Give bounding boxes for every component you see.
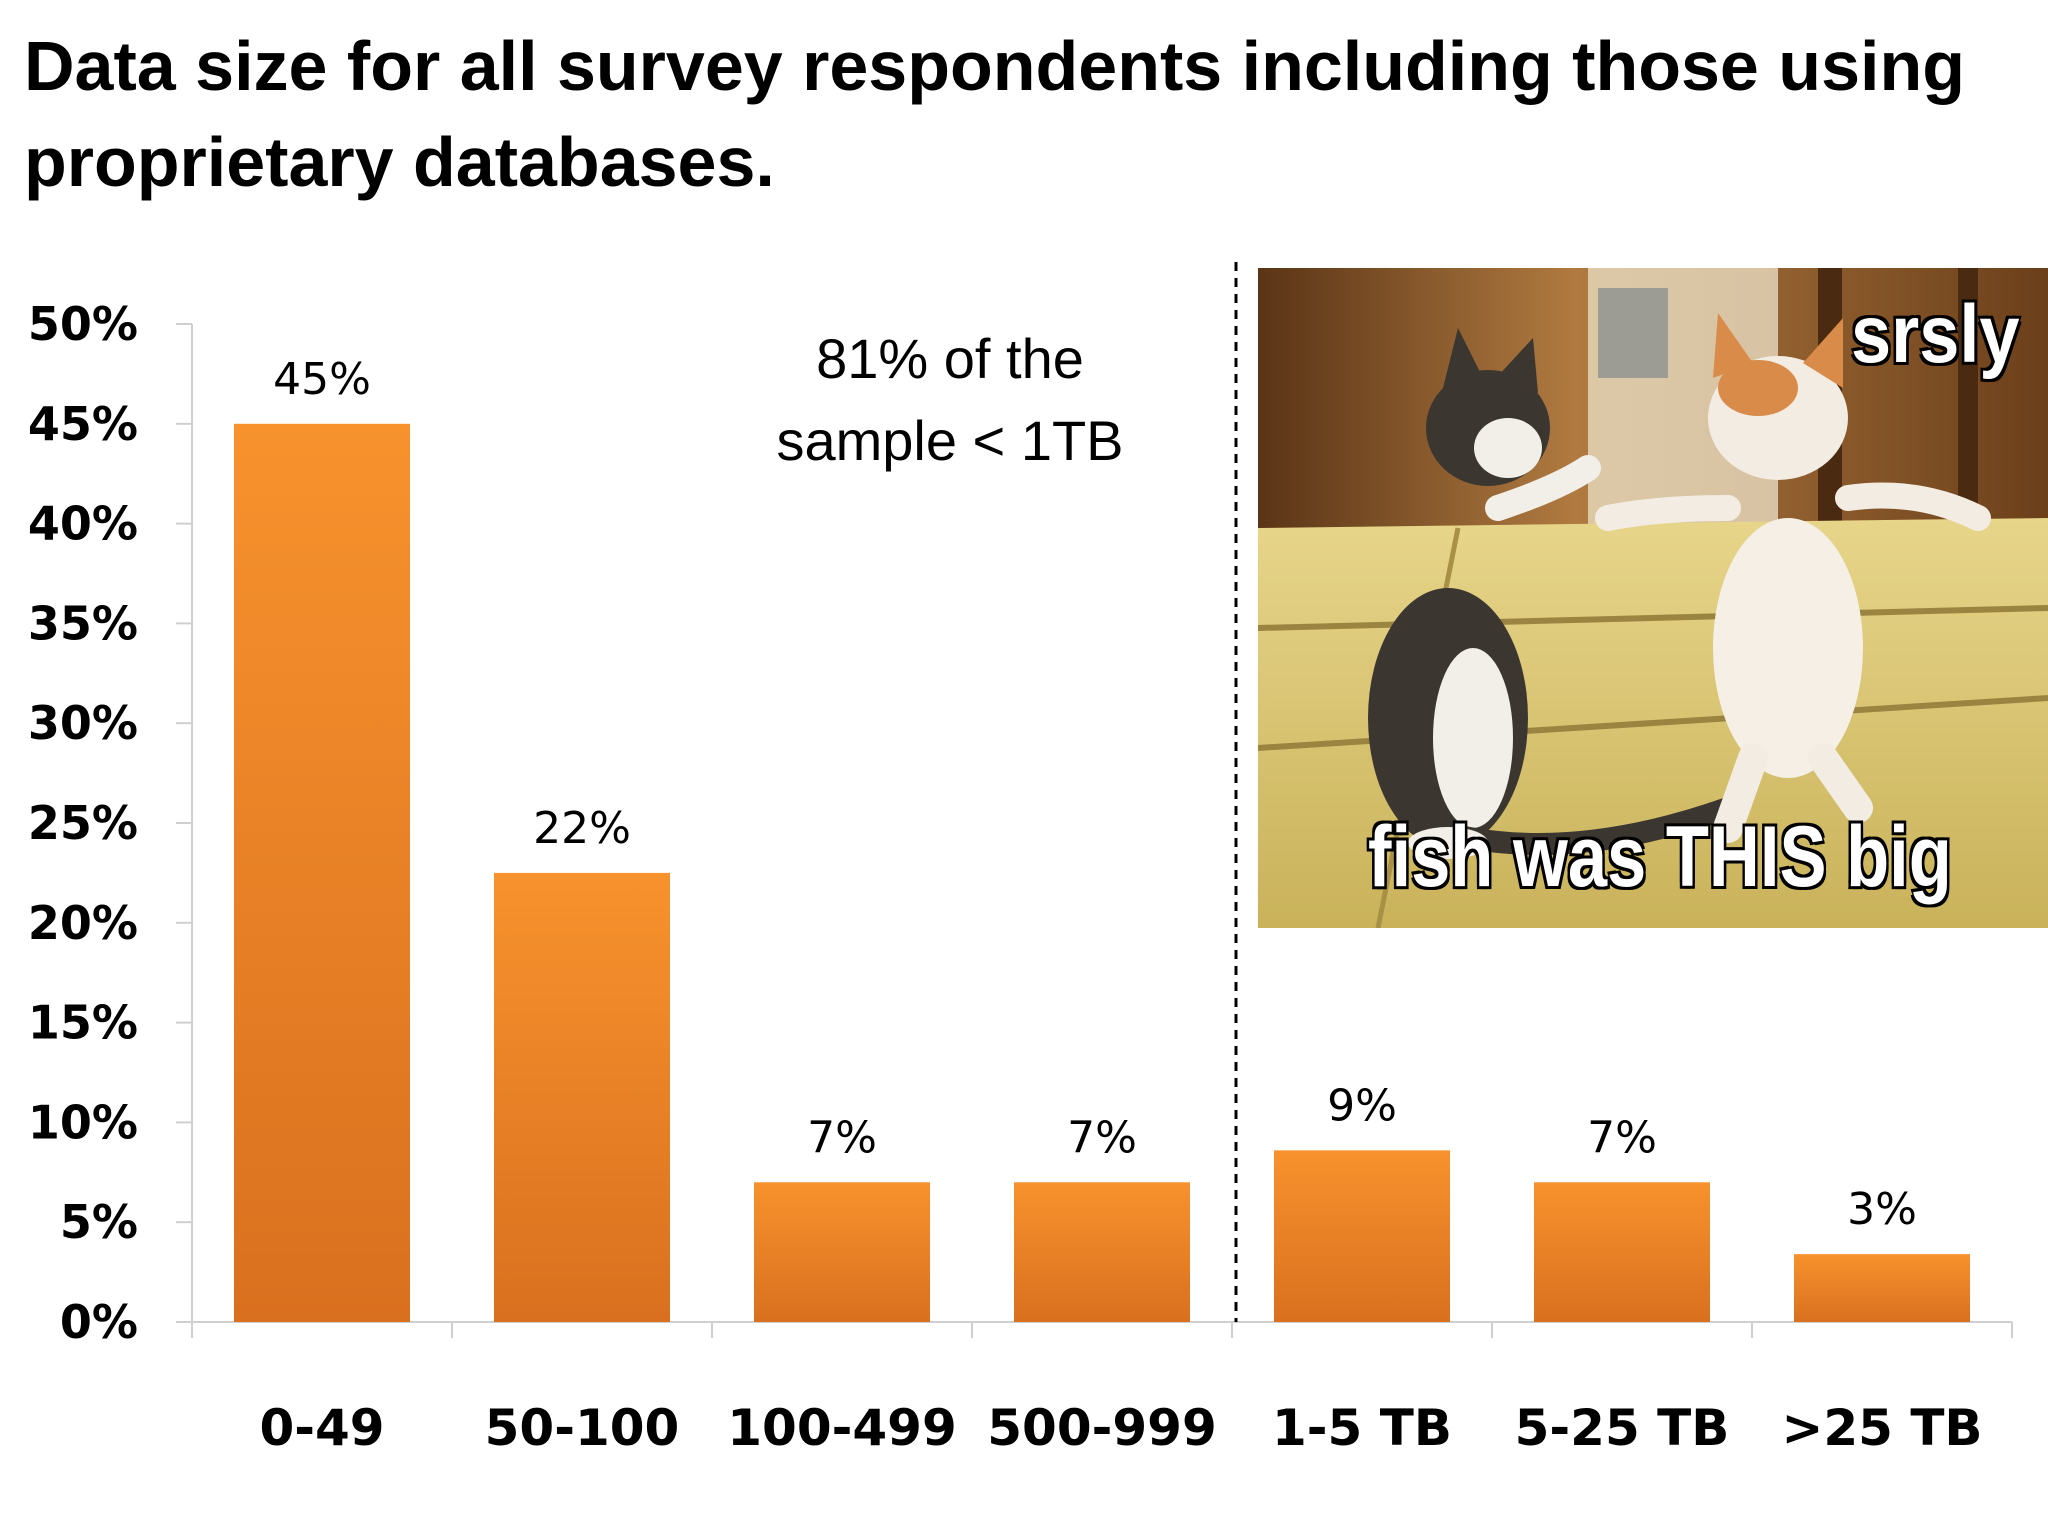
y-tick-label: 50% xyxy=(28,297,138,351)
data-label: 9% xyxy=(1327,1080,1397,1131)
y-tick-label: 15% xyxy=(28,996,138,1050)
annotation-text: 81% of the sample < 1TB xyxy=(700,318,1200,482)
chart-labels: 0% 5% 10% 15% 20% 25% 30% 35% 40% 45% 50% 45% 0-49 22… xyxy=(28,297,1983,1457)
bar-100-499 xyxy=(754,1182,930,1322)
cat-meme-image: srsly fish was THIS big xyxy=(1258,268,2048,928)
bar-5-25 TB xyxy=(1534,1182,1710,1322)
meme-caption-bottom: fish was THIS big xyxy=(1367,808,1953,907)
x-category-label: 100-499 xyxy=(727,1399,957,1457)
y-tick-label: 35% xyxy=(28,596,138,650)
meme-illustration xyxy=(1258,268,2048,928)
chart-bars xyxy=(234,423,1970,1322)
y-tick-label: 20% xyxy=(28,896,138,950)
data-label: 7% xyxy=(807,1112,877,1163)
bar-50-100 xyxy=(494,872,670,1322)
y-tick-label: 45% xyxy=(28,397,138,451)
meme-caption-top: srsly xyxy=(1850,288,2021,382)
y-tick-label: 30% xyxy=(28,696,138,750)
data-label: 7% xyxy=(1067,1112,1137,1163)
y-tick-label: 0% xyxy=(60,1295,138,1349)
x-category-label: 0-49 xyxy=(259,1399,384,1457)
bar-0-49 xyxy=(234,423,410,1322)
annotation-line-2: sample < 1TB xyxy=(776,409,1124,472)
cat-left xyxy=(1368,328,1739,859)
x-category-label: 500-999 xyxy=(987,1399,1217,1457)
data-label: 22% xyxy=(533,803,631,854)
y-tick-label: 5% xyxy=(60,1195,138,1249)
bar->25 TB xyxy=(1794,1254,1970,1322)
y-tick-label: 10% xyxy=(28,1095,138,1149)
x-category-label: >25 TB xyxy=(1781,1399,1982,1457)
data-label: 3% xyxy=(1847,1184,1917,1235)
bar-1-5 TB xyxy=(1274,1150,1450,1322)
x-category-label: 5-25 TB xyxy=(1515,1399,1730,1457)
y-tick-label: 25% xyxy=(28,796,138,850)
cat-right xyxy=(1595,313,1991,843)
data-label: 7% xyxy=(1587,1112,1657,1163)
bar-500-999 xyxy=(1014,1182,1190,1322)
annotation-line-1: 81% of the xyxy=(816,327,1084,390)
x-category-label: 1-5 TB xyxy=(1272,1399,1452,1457)
data-label: 45% xyxy=(273,354,371,405)
y-tick-label: 40% xyxy=(28,497,138,551)
x-category-label: 50-100 xyxy=(485,1399,680,1457)
chart-title: Data size for all survey respondents inc… xyxy=(24,27,1965,201)
